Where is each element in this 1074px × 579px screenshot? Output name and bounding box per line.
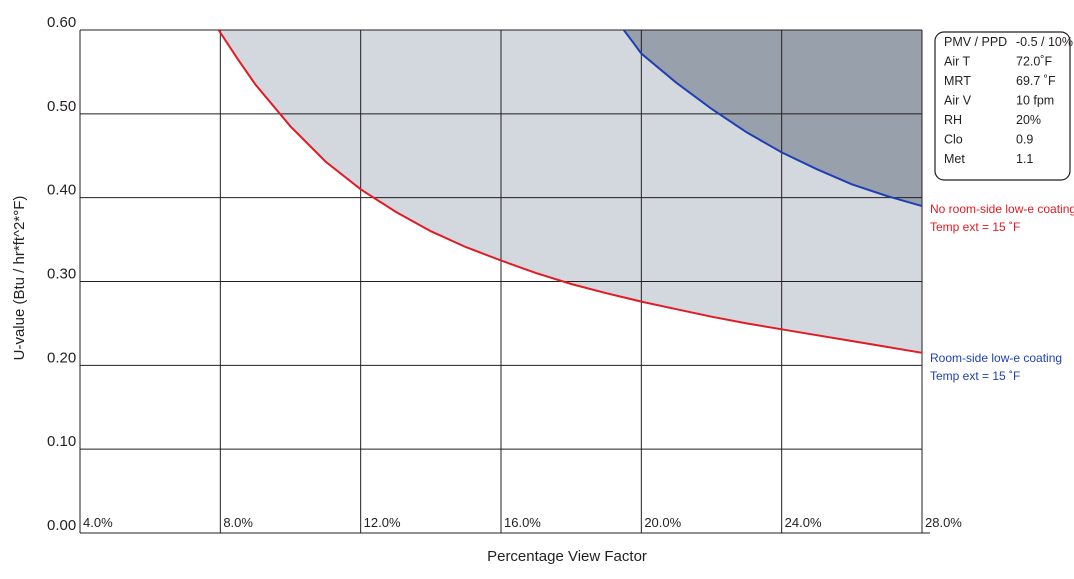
comfort-region-fills [218, 30, 923, 353]
condition-label: RH [944, 113, 962, 127]
series-label-1: Room-side low-e coating [930, 351, 1062, 365]
condition-label: MRT [944, 74, 971, 88]
series-line-1 [622, 29, 923, 208]
condition-value: 10 fpm [1016, 94, 1054, 108]
y-tick-label: 0.10 [47, 433, 76, 450]
series-label-0: No room-side low-e coating [930, 202, 1074, 216]
region-fill-1 [623, 30, 922, 207]
y-tick-labels: 0.00 0.10 0.20 0.30 0.40 0.50 0.60 [47, 14, 76, 534]
x-tick-label: 4.0% [83, 515, 113, 530]
series-label-1: Temp ext = 15 ˚F [930, 369, 1020, 383]
condition-label: Met [944, 152, 965, 166]
x-axis-label: Percentage View Factor [487, 548, 647, 565]
y-axis-label: U-value (Btu / hr*ft^2*°F) [11, 196, 28, 361]
series-labels: No room-side low-e coating Temp ext = 15 … [930, 202, 1074, 383]
y-tick-label: 0.40 [47, 182, 76, 199]
condition-value: -0.5 / 10% [1016, 35, 1073, 49]
x-tick-labels: 4.0% 8.0% 12.0% 16.0% 20.0% 24.0% 28.0% [83, 515, 962, 530]
condition-label: Clo [944, 133, 963, 147]
conditions-box-frame [934, 31, 1071, 181]
condition-label: PMV / PPD [944, 35, 1007, 49]
x-tick-label: 20.0% [644, 515, 681, 530]
series-label-0: Temp ext = 15 ˚F [930, 220, 1020, 234]
x-tick-label: 12.0% [364, 515, 401, 530]
condition-label: Air T [944, 55, 971, 69]
x-tick-label: 28.0% [925, 515, 962, 530]
x-tick-label: 16.0% [504, 515, 541, 530]
condition-value: 72.0˚F [1016, 55, 1052, 69]
condition-value: 69.7 ˚F [1016, 74, 1056, 88]
y-tick-label: 0.60 [47, 14, 76, 31]
condition-value: 1.1 [1016, 152, 1033, 166]
grid [79, 29, 930, 534]
series-lines [217, 29, 923, 354]
y-tick-label: 0.30 [47, 266, 76, 283]
y-tick-label: 0.00 [47, 517, 76, 534]
x-tick-label: 8.0% [223, 515, 253, 530]
x-tick-label: 24.0% [785, 515, 822, 530]
condition-label: Air V [944, 94, 972, 108]
condition-value: 0.9 [1016, 133, 1033, 147]
y-tick-label: 0.50 [47, 98, 76, 115]
series-line-0 [217, 29, 923, 354]
conditions-box: PMV / PPD -0.5 / 10% Air T 72.0˚F MRT 69.7 ˚F… [934, 31, 1073, 181]
y-tick-label: 0.20 [47, 349, 76, 366]
condition-value: 20% [1016, 113, 1041, 127]
